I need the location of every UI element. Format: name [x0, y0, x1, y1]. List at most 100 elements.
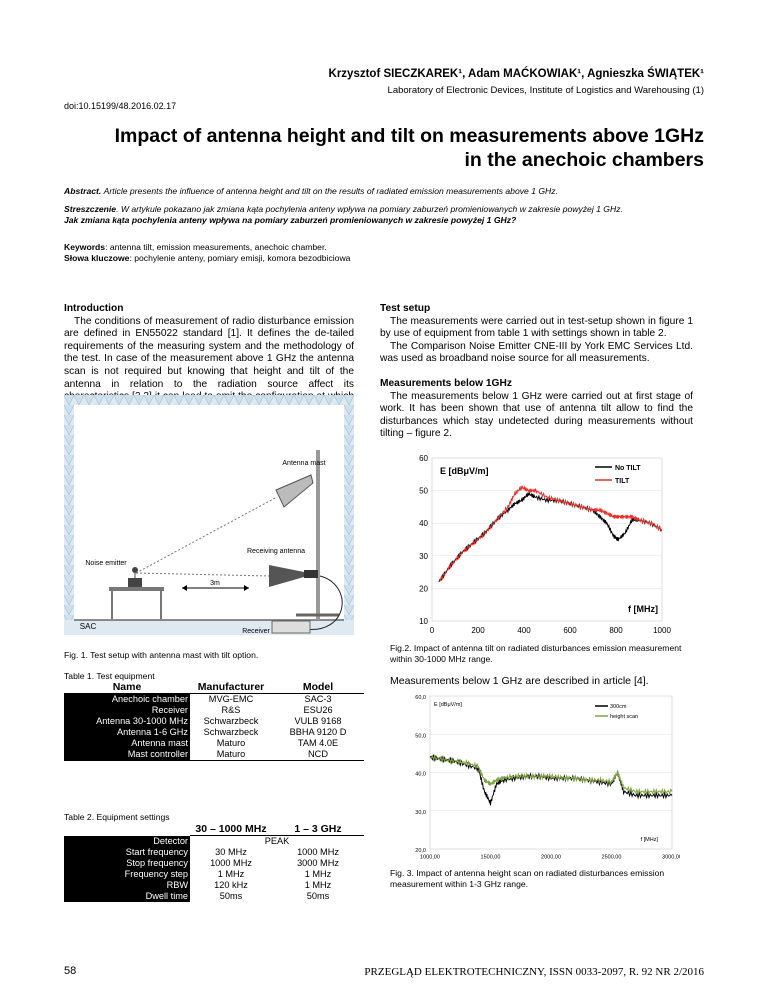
keywords-block: Keywords: antenna tilt, emission measure… — [64, 242, 350, 264]
x-tick-label: 800 — [609, 626, 623, 635]
t2-detector-value: PEAK — [264, 836, 290, 846]
t2-cell: 1000 MHz — [210, 858, 252, 868]
fig3-xlabel: f [MHz] — [641, 837, 659, 843]
abstract-label: Abstract. — [64, 186, 102, 196]
t1-cell: Antenna mast — [64, 738, 190, 749]
x-tick-label: 1500,00 — [481, 855, 501, 861]
t2-cell: 120 kHz — [214, 880, 248, 890]
t1-cell: Maturo — [216, 738, 246, 748]
title-line-2: in the anechoic chambers — [464, 149, 705, 171]
t1-header-model: Model — [272, 682, 364, 694]
t1-cell: SAC-3 — [304, 694, 332, 704]
fig3-ylabel: E [dBμV/m] — [434, 702, 462, 708]
x-tick-label: 600 — [563, 626, 577, 635]
doi: doi:10.15199/48.2016.02.17 — [64, 101, 177, 111]
below-ref: Measurements below 1 GHz are described i… — [390, 675, 649, 687]
streszczenie-title: Jak zmiana kąta pochylenia anteny wpływa… — [64, 215, 517, 225]
x-tick-label: 2000,00 — [541, 855, 561, 861]
label-sac: SAC — [80, 622, 97, 631]
testsetup-p1: The measurements were carried out in tes… — [380, 315, 693, 340]
absorber-top — [64, 395, 354, 405]
t1-cell: R&S — [221, 705, 241, 715]
x-tick-label: 1000,00 — [420, 855, 440, 861]
streszczenie-text: . W artykule pokazano jak zmiana kąta po… — [116, 204, 623, 214]
t2-cell: 50ms — [219, 891, 243, 901]
label-receiver: Receiver — [242, 628, 270, 635]
title-line-1: Impact of antenna height and tilt on mea… — [114, 125, 704, 147]
fig2-caption: Fig.2. Impact of antenna tilt on radiate… — [390, 643, 682, 664]
intro-heading: Introduction — [64, 303, 124, 314]
emitter-table — [109, 587, 164, 591]
t2-detector-label: Detector — [64, 835, 190, 847]
receiver-device — [271, 620, 311, 634]
t1-cell: Antenna 1-6 GHz — [64, 727, 190, 738]
label-receiving-antenna: Receiving antenna — [247, 548, 305, 555]
absorber-right — [344, 395, 354, 620]
affiliation: Laboratory of Electronic Devices, Instit… — [387, 85, 704, 96]
y-tick-label: 30,0 — [415, 810, 426, 816]
table2-caption: Table 2. Equipment settings — [64, 812, 170, 822]
testsetup-p2: The Comparison Noise Emitter CNE-III by … — [380, 340, 693, 365]
y-tick-label: 60 — [419, 454, 428, 463]
t2-cell: 1 MHz — [217, 869, 245, 879]
x-tick-label: 1000 — [653, 626, 671, 635]
x-tick-label: 0 — [430, 626, 435, 635]
t2-cell: 1 MHz — [304, 880, 332, 890]
fig3-chart: E [dBμV/m] f [MHz] 300cm height scan 20,… — [415, 695, 680, 861]
t1-cell: Anechoic chamber — [64, 693, 190, 705]
below-heading: Measurements below 1GHz — [380, 377, 512, 389]
t2-cell: RBW — [64, 880, 190, 891]
tilted-antenna — [275, 474, 314, 508]
y-tick-label: 20 — [419, 584, 428, 593]
chamber-interior — [74, 405, 344, 620]
x-tick-label: 400 — [517, 626, 531, 635]
t2-cell: Start frequency — [64, 847, 190, 858]
right-column: Test setup The measurements were carried… — [380, 303, 693, 441]
t1-cell: Mast controller — [64, 749, 190, 761]
journal-footer: PRZEGLĄD ELEKTROTECHNICZNY, ISSN 0033-20… — [364, 966, 704, 978]
absorber-left — [64, 395, 74, 620]
slowa-label: Słowa kluczowe — [64, 253, 130, 263]
t2-cell: 50ms — [306, 891, 330, 901]
fig3-legend-300cm: 300cm — [610, 704, 627, 710]
fig2-plot-area — [431, 457, 663, 622]
y-tick-label: 60,0 — [415, 695, 426, 701]
t2-header-range2: 1 – 3 GHz — [272, 824, 364, 836]
t1-cell: BBHA 9120 D — [289, 727, 347, 737]
y-tick-label: 10 — [419, 617, 428, 626]
label-distance: 3m — [210, 580, 220, 587]
t2-cell: 3000 MHz — [297, 858, 339, 868]
t2-cell: Stop frequency — [64, 858, 190, 869]
fig1-caption: Fig. 1. Test setup with antenna mast wit… — [64, 650, 259, 660]
t1-cell: VULB 9168 — [294, 716, 342, 726]
t1-cell: Schwarzbeck — [203, 727, 259, 737]
keywords-label: Keywords — [64, 242, 106, 252]
keywords-text: : antenna tilt, emission measurements, a… — [105, 242, 327, 252]
fig2-xlabel: f [MHz] — [628, 604, 658, 614]
y-tick-label: 50 — [419, 487, 428, 496]
table1-caption: Table 1. Test equipment — [64, 671, 155, 681]
t2-cell: 1 MHz — [304, 869, 332, 879]
x-tick-label: 2500,00 — [602, 855, 622, 861]
fig2-legend-tilt: TILT — [615, 478, 630, 485]
fig3-caption: Fig. 3. Impact of antenna height scan on… — [390, 868, 665, 889]
antenna-mast — [316, 450, 320, 620]
t1-cell: Maturo — [190, 749, 272, 761]
paper-title: Impact of antenna height and tilt on mea… — [64, 124, 704, 172]
slowa-text: : pochylenie anteny, pomiary emisji, kom… — [129, 253, 351, 263]
authors: Krzysztof SIECZKAREK¹, Adam MAĆKOWIAK¹, … — [328, 68, 704, 80]
abstract-text: Article presents the influence of antenn… — [103, 186, 558, 196]
t2-cell: 30 MHz — [215, 847, 247, 857]
fig2-chart: E [dBμV/m] f [MHz] No TILT TILT 10 20 30 40… — [419, 454, 671, 635]
t1-cell: NCD — [272, 749, 364, 761]
label-antenna-mast: Antenna mast — [282, 460, 325, 467]
t2-header-range1: 30 – 1000 MHz — [190, 824, 272, 836]
t1-cell: Schwarzbeck — [203, 716, 259, 726]
y-tick-label: 40,0 — [415, 772, 426, 778]
y-tick-label: 20,0 — [415, 848, 426, 854]
series-line-1 — [438, 485, 663, 583]
receiving-antenna — [269, 565, 304, 587]
x-tick-label: 3000,00 — [662, 855, 680, 861]
table2: 30 – 1000 MHz 1 – 3 GHz Detector PEAK Sta… — [64, 824, 364, 902]
t1-cell: Receiver — [64, 705, 190, 716]
